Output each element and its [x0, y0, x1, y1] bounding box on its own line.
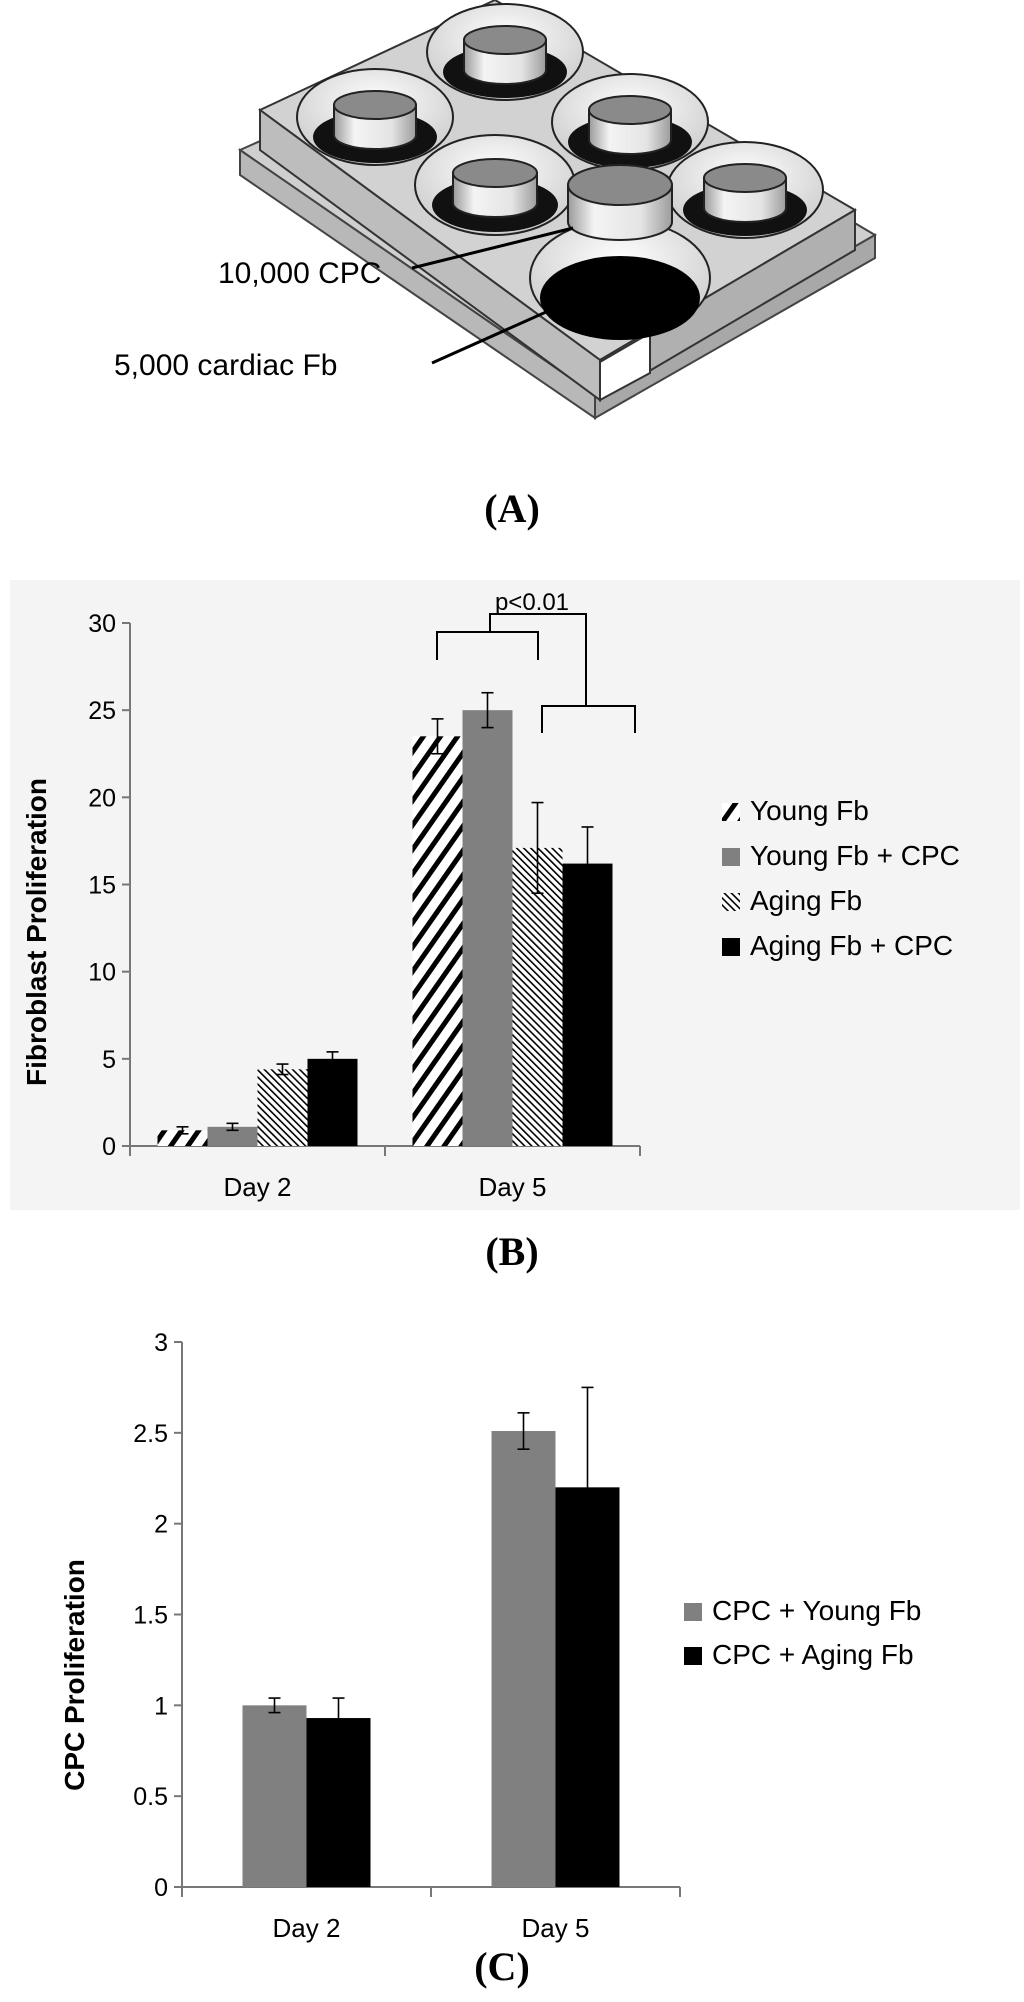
- legend-label-aging-fb-cpc: Aging Fb + CPC: [750, 930, 953, 961]
- y-tick-label: 10: [88, 959, 116, 987]
- y-tick-label: 1: [154, 1692, 168, 1720]
- y-tick-label: 5: [102, 1046, 116, 1074]
- bar-young-fb-day-2: [157, 1130, 208, 1146]
- cpc-leader-line: [411, 226, 574, 270]
- error-bar-cpc-aging-fb-day-5: [581, 1386, 594, 1589]
- bar-aging-fb-day-2: [257, 1069, 308, 1146]
- legend-swatch-aging-fb-cpc: [722, 938, 740, 956]
- bar-aging-fb-cpc-day-5: [562, 863, 613, 1146]
- category-label-day-5: Day 5: [479, 1172, 547, 1202]
- bar-young-fb-cpc-day-2: [207, 1126, 258, 1146]
- bar-cpc-aging-fb-day-2: [306, 1718, 371, 1887]
- well-5: [666, 141, 824, 239]
- y-tick-label: 25: [88, 697, 116, 725]
- y-axis-label: CPC Proliferation: [59, 1559, 90, 1791]
- p-value-annotation: p<0.01: [495, 589, 569, 616]
- category-label-day-2: Day 2: [273, 1913, 341, 1943]
- y-tick-label: 0: [154, 1874, 168, 1902]
- legend-swatch-young-fb-cpc: [722, 848, 740, 866]
- y-tick-label: 1.5: [133, 1602, 168, 1630]
- legend-swatch-cpc-aging-fb: [684, 1647, 702, 1665]
- y-tick-label: 15: [88, 872, 116, 900]
- panel-a-plate-diagram: 10,000 CPC 5,000 cardiac Fb (A): [0, 0, 1024, 540]
- legend-label-aging-fb: Aging Fb: [750, 885, 862, 916]
- error-bar-young-fb-cpc-day-2: [226, 1122, 239, 1132]
- bar-cpc-young-fb-day-2: [242, 1705, 307, 1887]
- error-bar-aging-fb-cpc-day-2: [326, 1051, 339, 1067]
- bar-cpc-young-fb-day-5: [491, 1431, 556, 1887]
- error-bar-aging-fb-day-2: [276, 1063, 289, 1076]
- bar-young-fb-day-5: [412, 736, 463, 1146]
- bar-aging-fb-cpc-day-2: [307, 1058, 358, 1146]
- legend-label-young-fb: Young Fb: [750, 795, 869, 826]
- bar-aging-fb-day-5: [512, 847, 563, 1146]
- legend: CPC + Young Fb CPC + Aging Fb: [684, 1595, 921, 1670]
- significance-brackets: [436, 613, 636, 733]
- plate-illustration: 10,000 CPC 5,000 cardiac Fb (A): [114, 0, 877, 531]
- error-bar-aging-fb-cpc-day-5: [581, 826, 594, 901]
- error-bar-young-fb-cpc-day-5: [481, 691, 494, 729]
- label-cpc: 10,000 CPC: [218, 257, 381, 290]
- label-cardiac-fb: 5,000 cardiac Fb: [114, 349, 337, 382]
- y-tick-label: 0: [102, 1133, 116, 1161]
- legend-label-cpc-aging-fb: CPC + Aging Fb: [712, 1639, 914, 1670]
- bar-young-fb-cpc-day-5: [462, 710, 513, 1146]
- plate-corner-window: [599, 331, 651, 402]
- fibroblast-bar-chart: 0 5 10 15 20 25 30 Day 2 Day 5 Fibroblast Proli…: [10, 580, 1020, 1274]
- error-bar-cpc-young-fb-day-2: [268, 1697, 281, 1714]
- legend-swatch-cpc-young-fb: [684, 1603, 702, 1621]
- y-tick-label: 20: [88, 784, 116, 812]
- well-1: [426, 3, 584, 101]
- error-bar-cpc-young-fb-day-5: [517, 1412, 530, 1450]
- well-6: [529, 164, 711, 340]
- y-tick-label: 2: [154, 1511, 168, 1539]
- well-3: [551, 73, 709, 171]
- panel-c-cpc-chart: 0 0.5 1 1.5 2 2.5 3 Day 2 Day 5 CPC Proliferati…: [0, 1310, 1024, 2002]
- error-bar-young-fb-day-2: [176, 1126, 189, 1135]
- legend-label-cpc-young-fb: CPC + Young Fb: [712, 1595, 921, 1626]
- caption-a: (A): [484, 486, 540, 531]
- legend-swatch-young-fb: [722, 803, 740, 821]
- error-bar-cpc-aging-fb-day-2: [332, 1697, 345, 1739]
- category-label-day-2: Day 2: [224, 1172, 292, 1202]
- error-bar-young-fb-day-5: [431, 718, 444, 755]
- legend-label-young-fb-cpc: Young Fb + CPC: [750, 840, 960, 871]
- well-4: [414, 134, 576, 236]
- caption-b: (B): [485, 1229, 538, 1274]
- y-tick-label: 3: [154, 1329, 168, 1357]
- legend-swatch-aging-fb: [722, 893, 740, 911]
- category-label-day-5: Day 5: [522, 1913, 590, 1943]
- well-2: [296, 68, 454, 166]
- cpc-bar-chart: 0 0.5 1 1.5 2 2.5 3 Day 2 Day 5 CPC Proliferati…: [59, 1329, 921, 1989]
- caption-c: (C): [474, 1944, 530, 1989]
- y-axis-label: Fibroblast Proliferation: [21, 778, 52, 1086]
- panel-b-fibroblast-chart: 0 5 10 15 20 25 30 Day 2 Day 5 Fibroblast Proli…: [0, 580, 1024, 1280]
- fb-leader-line: [431, 306, 556, 365]
- y-tick-label: 0.5: [133, 1783, 168, 1811]
- error-bar-aging-fb-day-5: [531, 801, 544, 895]
- y-tick-label: 30: [88, 610, 116, 638]
- legend: Young Fb Young Fb + CPC Aging Fb Aging Fb +…: [722, 795, 960, 961]
- y-tick-label: 2.5: [133, 1420, 168, 1448]
